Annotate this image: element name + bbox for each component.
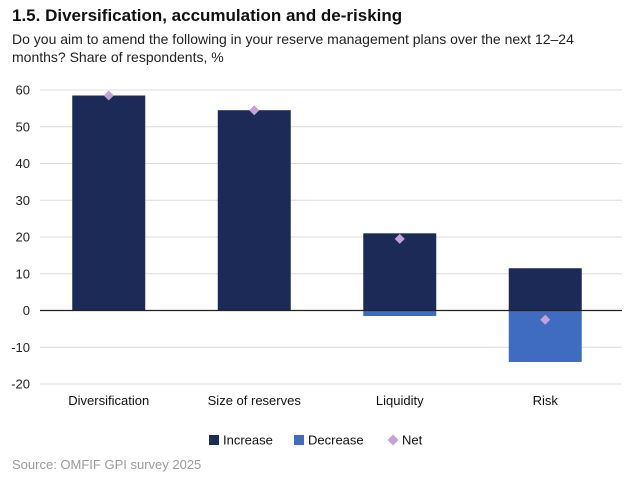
legend-swatch-net xyxy=(387,434,399,446)
bar-decrease xyxy=(363,310,437,317)
net-marker xyxy=(394,233,405,244)
bar-increase xyxy=(363,233,437,311)
bar-increase xyxy=(508,268,582,311)
legend: Increase Decrease Net xyxy=(209,433,423,448)
x-category-label: Risk xyxy=(533,393,559,408)
net-marker xyxy=(103,90,114,101)
x-category-label: Liquidity xyxy=(376,393,424,408)
y-tick-label: -20 xyxy=(11,377,30,392)
y-tick-label: 0 xyxy=(23,303,30,318)
legend-swatch-increase xyxy=(209,435,219,445)
bar-increase xyxy=(72,95,146,311)
bars xyxy=(72,95,582,362)
chart-subtitle: Do you aim to amend the following in you… xyxy=(12,31,574,65)
net-marker xyxy=(249,105,260,116)
y-tick-label: 40 xyxy=(16,156,30,171)
x-axis-categories: Diversification Size of reserves Liquidity… xyxy=(68,393,558,408)
legend-label: Increase xyxy=(223,433,273,448)
legend-label: Net xyxy=(402,433,423,448)
bar-increase xyxy=(217,110,291,311)
x-category-label: Size of reserves xyxy=(208,393,302,408)
y-tick-label: 30 xyxy=(16,193,30,208)
y-axis-ticks: 60 50 40 30 20 10 0 -10 -20 xyxy=(11,83,30,392)
legend-swatch-decrease xyxy=(294,435,304,445)
source-note: Source: OMFIF GPI survey 2025 xyxy=(12,457,202,472)
y-tick-label: -10 xyxy=(11,340,30,355)
net-markers xyxy=(103,90,551,325)
legend-label: Decrease xyxy=(308,433,364,448)
y-tick-label: 10 xyxy=(16,266,30,281)
y-tick-label: 50 xyxy=(16,119,30,134)
y-tick-label: 20 xyxy=(16,230,30,245)
y-tick-label: 60 xyxy=(16,83,30,98)
net-marker xyxy=(540,314,551,325)
chart-title: 1.5. Diversification, accumulation and d… xyxy=(12,6,403,25)
x-category-label: Diversification xyxy=(68,393,149,408)
